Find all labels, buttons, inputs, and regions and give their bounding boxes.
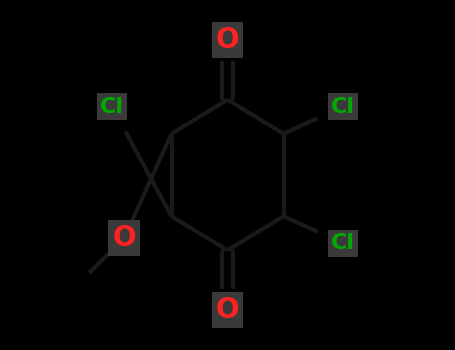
Text: O: O bbox=[216, 26, 239, 54]
Text: Cl: Cl bbox=[331, 97, 355, 117]
Text: Cl: Cl bbox=[331, 233, 355, 253]
Text: O: O bbox=[112, 224, 136, 252]
Text: O: O bbox=[216, 296, 239, 324]
Text: Cl: Cl bbox=[100, 97, 124, 117]
